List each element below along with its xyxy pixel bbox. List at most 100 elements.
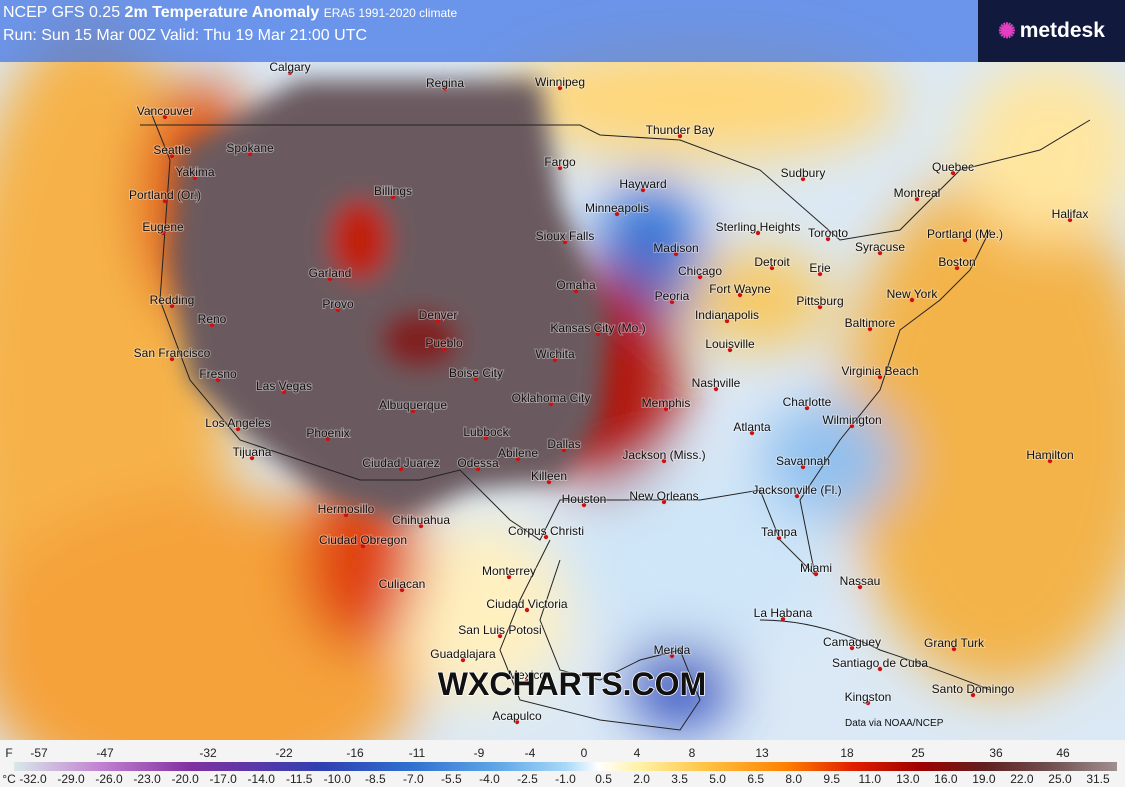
c-scale-label: -2.5: [517, 772, 538, 786]
city-label: Portland (Me.): [927, 227, 1003, 241]
city-dot: [970, 692, 976, 698]
city-dot: [677, 133, 683, 139]
logo: ✺ metdesk: [978, 0, 1125, 62]
city-dot: [475, 466, 481, 472]
city-dot: [546, 479, 552, 485]
c-scale-label: 6.5: [747, 772, 765, 786]
c-scale-label: 25.0: [1048, 772, 1072, 786]
city-label: Corpus Christi: [508, 524, 584, 538]
city-dot: [418, 523, 424, 529]
city-dot: [327, 276, 333, 282]
city-dot: [557, 165, 563, 171]
f-scale-label: -9: [473, 746, 485, 760]
city-dot: [727, 347, 733, 353]
city-label: Santo Domingo: [932, 682, 1015, 696]
city-label: Syracuse: [855, 240, 905, 254]
city-dot: [614, 211, 620, 217]
city-label: Tampa: [761, 525, 797, 539]
city-label: Miami: [800, 561, 832, 575]
city-dot: [877, 666, 883, 672]
c-scale-label: 5.0: [709, 772, 726, 786]
city-label: Grand Turk: [924, 636, 985, 650]
f-scale-label: -57: [30, 746, 48, 760]
city-dot: [483, 435, 489, 441]
city-label: San Francisco: [134, 346, 211, 360]
city-dot: [435, 318, 441, 324]
city-dot: [776, 535, 782, 541]
city-label: Kansas City (Mo.): [550, 321, 645, 335]
f-scale-label: -22: [275, 746, 293, 760]
city-dot: [524, 678, 530, 684]
city-dot: [800, 464, 806, 470]
city-label: Hermosillo: [318, 502, 375, 516]
city-label: Boston: [938, 255, 975, 269]
city-dot: [399, 587, 405, 593]
f-scale-label: -47: [96, 746, 114, 760]
city-dot: [325, 436, 331, 442]
city-label: Albuquerque: [379, 398, 447, 412]
city-dot: [543, 534, 549, 540]
f-scale-label: -4: [524, 746, 536, 760]
city-dot: [909, 297, 915, 303]
city-dot: [460, 657, 466, 663]
c-scale-label: -4.0: [479, 772, 500, 786]
city-dot: [562, 239, 568, 245]
f-scale-label: 0: [580, 746, 588, 760]
city-dot: [160, 230, 166, 236]
city-label: Sioux Falls: [536, 229, 595, 243]
c-scale-label: -26.0: [95, 772, 123, 786]
city-dot: [162, 114, 168, 120]
city-label: Savannah: [776, 454, 830, 468]
city-label: Vancouver: [137, 104, 193, 118]
c-scale-label: 16.0: [934, 772, 958, 786]
city-dot: [800, 176, 806, 182]
c-scale-label: 31.5: [1086, 772, 1110, 786]
c-scale-label: -23.0: [133, 772, 161, 786]
city-label: Halifax: [1052, 207, 1089, 221]
city-label: Yakima: [175, 165, 214, 179]
city-label: Portland (Or.): [129, 188, 201, 202]
f-scale-label: 13: [755, 746, 769, 760]
f-scale-label: 25: [911, 746, 925, 760]
city-label: Boise City: [449, 366, 503, 380]
city-dot: [595, 331, 601, 337]
city-label: Dallas: [547, 437, 580, 451]
city-dot: [857, 584, 863, 590]
watermark: WXCHARTS.COM: [438, 666, 706, 702]
city-label: Santiago de Cuba: [832, 656, 928, 670]
city-dot: [548, 401, 554, 407]
city-dot: [817, 271, 823, 277]
city-dot: [849, 423, 855, 429]
city-dot: [780, 616, 786, 622]
c-scale-label: 0.5: [595, 772, 612, 786]
city-dot: [398, 466, 404, 472]
c-scale-label: -5.5: [441, 772, 462, 786]
city-dot: [1047, 458, 1053, 464]
city-label: Virginia Beach: [841, 364, 918, 378]
city-dot: [573, 288, 579, 294]
model: NCEP GFS 0.25: [3, 4, 121, 21]
city-label: Monterrey: [482, 564, 536, 578]
city-label: Memphis: [642, 396, 691, 410]
city-label: Nassau: [840, 574, 881, 588]
city-label: Detroit: [754, 255, 790, 269]
city-label: Charlotte: [783, 395, 832, 409]
title: 2m Temperature Anomaly: [124, 4, 320, 21]
city-label: Minneapolis: [585, 201, 649, 215]
city-dot: [849, 645, 855, 651]
city-label: Peoria: [655, 289, 690, 303]
city-dot: [669, 299, 675, 305]
city-label: New York: [887, 287, 939, 301]
city-dot: [954, 265, 960, 271]
city-label: Fort Wayne: [709, 282, 771, 296]
city-label: Fargo: [544, 155, 576, 169]
city-dot: [343, 512, 349, 518]
city-label: Guadalajara: [430, 647, 496, 661]
city-dot: [673, 251, 679, 257]
city-label: Louisville: [705, 337, 755, 351]
city-label: Calgary: [269, 60, 310, 74]
city-label: Hayward: [619, 177, 666, 191]
city-dot: [473, 376, 479, 382]
